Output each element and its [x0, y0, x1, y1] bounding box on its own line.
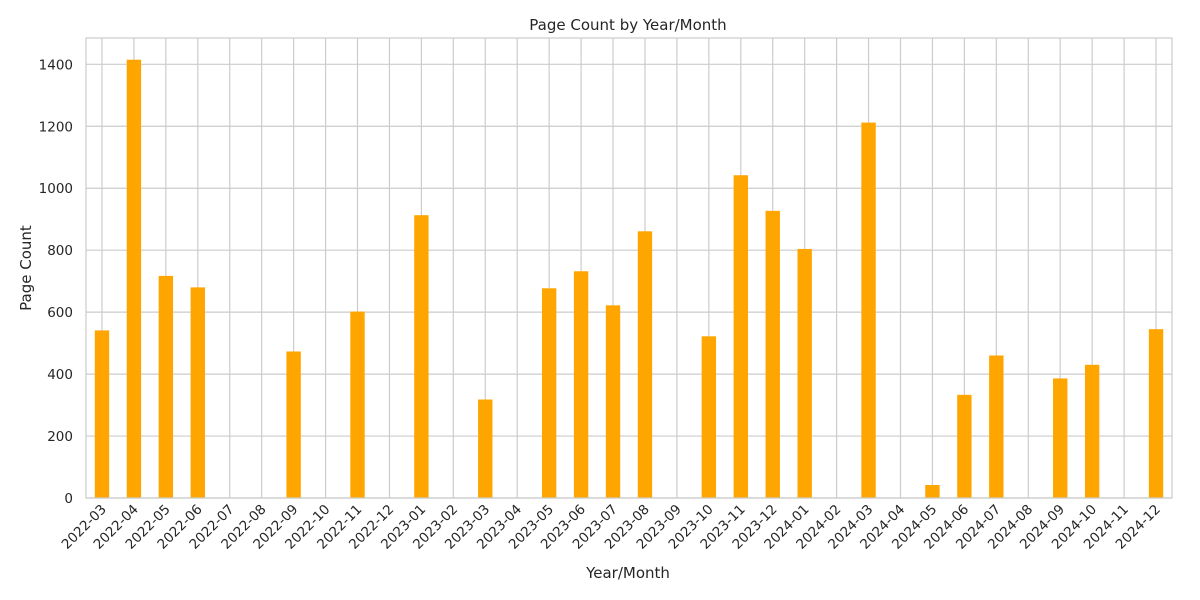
bar-2023-01 [414, 215, 429, 498]
bar-2023-03 [478, 399, 493, 498]
plot-frame [85, 37, 1173, 499]
bar-2023-11 [733, 175, 748, 498]
grid-lines [86, 38, 1172, 499]
bar-2024-09 [1053, 378, 1068, 498]
bar-2023-06 [573, 271, 589, 498]
y-tick-label: 800 [47, 243, 73, 259]
bar-2023-08 [637, 231, 653, 499]
bar-2023-12 [765, 210, 780, 498]
y-tick-label: 400 [47, 367, 73, 383]
y-tick-label: 1400 [39, 57, 73, 73]
bar-2022-03 [94, 330, 110, 498]
y-tick-label: 200 [47, 429, 73, 445]
x-tick-labels: 2022-032022-042022-052022-062022-072022-… [59, 502, 1164, 553]
bar-2024-05 [925, 484, 940, 498]
bar-2024-03 [861, 122, 876, 498]
y-tick-label: 1200 [39, 119, 73, 135]
chart-title: Page Count by Year/Month [529, 16, 726, 34]
y-tick-label: 0 [64, 491, 73, 507]
bar-2024-06 [957, 394, 972, 498]
y-tick-label: 600 [47, 305, 73, 321]
x-axis-label: Year/Month [585, 564, 670, 582]
bar-2024-12 [1148, 329, 1164, 498]
y-tick-labels: 0 200 400 600 800 1000 1200 1400 [39, 57, 73, 507]
bar-2022-04 [126, 59, 142, 498]
bar-2022-11 [350, 311, 365, 498]
bars [94, 59, 1164, 499]
bar-2024-01 [797, 248, 812, 498]
bar-2022-09 [286, 351, 301, 498]
y-axis-label: Page Count [17, 225, 35, 311]
bar-2023-07 [605, 305, 621, 498]
bar-2022-06 [190, 287, 205, 498]
bar-2023-10 [701, 336, 717, 498]
bar-2024-10 [1084, 364, 1100, 498]
bar-2022-05 [158, 275, 174, 498]
bar-2024-07 [989, 355, 1004, 498]
bar-2023-05 [541, 288, 557, 498]
y-tick-label: 1000 [39, 181, 73, 197]
